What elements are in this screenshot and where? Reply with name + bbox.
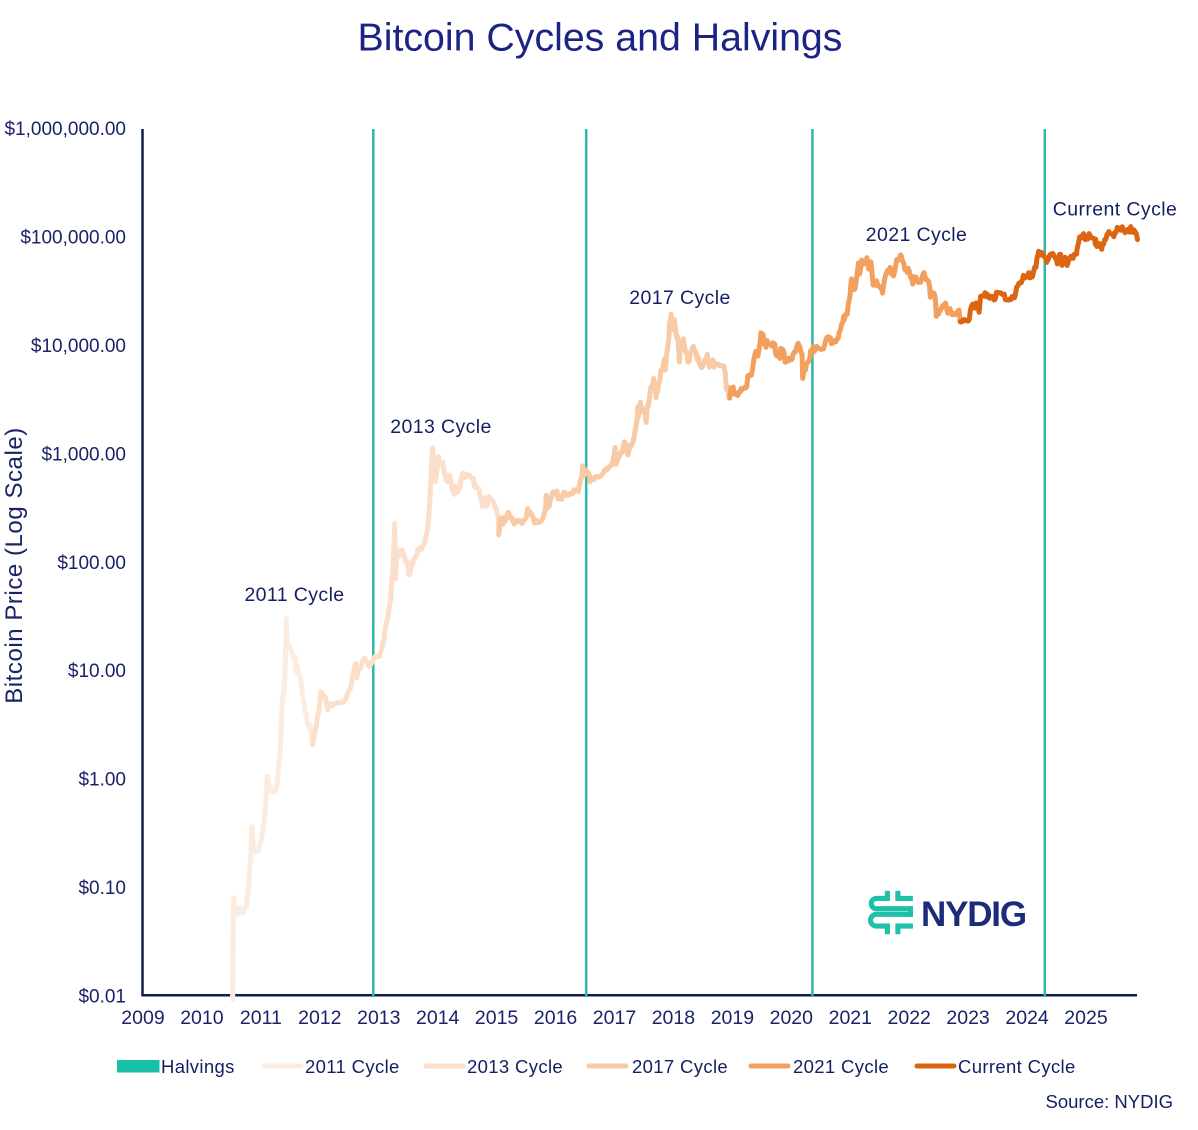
svg-text:$10,000.00: $10,000.00 [31,336,126,357]
svg-text:Halvings: Halvings [161,1056,235,1077]
svg-text:2018: 2018 [652,1007,695,1029]
svg-text:2011: 2011 [240,1007,282,1029]
svg-text:$10.00: $10.00 [68,661,126,682]
svg-text:$1.00: $1.00 [78,770,126,791]
svg-text:Bitcoin Price (Log Scale): Bitcoin Price (Log Scale) [1,427,28,704]
svg-text:2024: 2024 [1005,1007,1049,1029]
svg-text:2019: 2019 [711,1007,754,1029]
svg-text:2009: 2009 [121,1007,164,1029]
svg-text:Current Cycle: Current Cycle [1053,199,1177,221]
svg-text:2014: 2014 [416,1007,460,1029]
svg-text:2020: 2020 [770,1007,814,1029]
svg-text:2016: 2016 [534,1007,577,1029]
svg-text:NYDIG: NYDIG [921,895,1026,934]
svg-text:2017: 2017 [593,1007,636,1029]
svg-text:2015: 2015 [475,1007,519,1029]
svg-text:2022: 2022 [888,1007,931,1029]
svg-text:$1,000.00: $1,000.00 [41,444,126,465]
svg-text:2012: 2012 [298,1007,341,1029]
svg-text:$100.00: $100.00 [57,553,126,574]
svg-text:Source: NYDIG: Source: NYDIG [1046,1091,1174,1112]
svg-text:Current Cycle: Current Cycle [958,1056,1076,1077]
svg-text:2010: 2010 [180,1007,224,1029]
svg-text:2013: 2013 [357,1007,400,1029]
svg-text:2025: 2025 [1064,1007,1108,1029]
svg-text:Bitcoin Cycles and Halvings: Bitcoin Cycles and Halvings [358,16,843,60]
svg-text:2021 Cycle: 2021 Cycle [866,224,968,246]
svg-text:2011 Cycle: 2011 Cycle [305,1056,400,1077]
svg-text:2017 Cycle: 2017 Cycle [632,1056,728,1077]
svg-text:2013 Cycle: 2013 Cycle [467,1056,563,1077]
svg-text:2021: 2021 [829,1007,872,1029]
svg-text:$0.01: $0.01 [78,987,126,1008]
svg-text:2011 Cycle: 2011 Cycle [244,584,344,606]
svg-text:2021 Cycle: 2021 Cycle [793,1056,889,1077]
svg-text:2013 Cycle: 2013 Cycle [390,416,492,438]
svg-text:$0.10: $0.10 [78,878,126,899]
svg-text:2023: 2023 [946,1007,989,1029]
svg-text:2017 Cycle: 2017 Cycle [629,287,731,309]
svg-text:$1,000,000.00: $1,000,000.00 [4,119,126,140]
svg-text:$100,000.00: $100,000.00 [20,227,126,248]
